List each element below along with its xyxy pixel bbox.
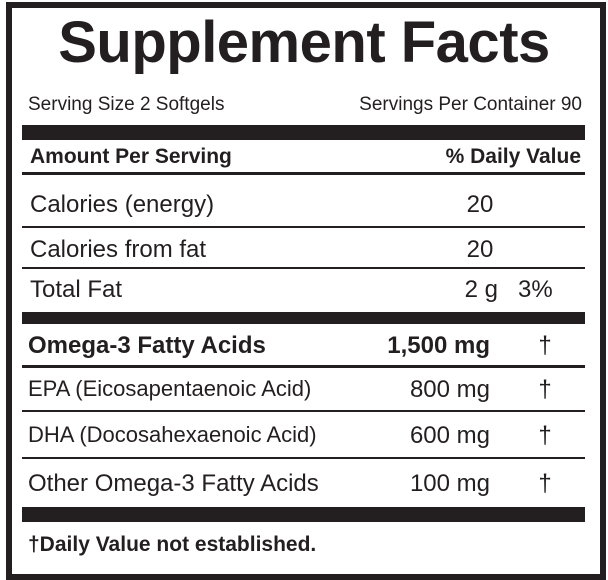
row-label: Calories (energy)	[30, 191, 215, 218]
row-label: Total Fat	[30, 276, 123, 303]
column-header: Amount Per Serving	[30, 145, 232, 168]
row-daily-value: †	[538, 376, 552, 403]
row-amount: 600 mg	[409, 422, 490, 449]
row-label: Calories from fat	[30, 236, 207, 263]
row-amount: 1,500 mg	[387, 332, 490, 359]
row-daily-value: †	[538, 470, 552, 497]
row-amount: 20	[466, 191, 494, 218]
column-header: % Daily Value	[445, 145, 581, 168]
label-border	[6, 2, 606, 580]
row-amount: 20	[466, 236, 494, 263]
row-daily-value: 3%	[518, 276, 553, 303]
rule	[22, 410, 585, 412]
row-daily-value: †	[538, 332, 552, 359]
row-label: Other Omega-3 Fatty Acids	[28, 470, 319, 497]
rule	[22, 172, 585, 175]
title: Supplement Facts	[58, 10, 550, 75]
row-daily-value: †	[538, 422, 552, 449]
row-amount: 100 mg	[409, 470, 490, 497]
row-amount: 800 mg	[409, 376, 490, 403]
serving-size: Serving Size 2 Softgels	[28, 94, 225, 115]
footnote: †Daily Value not established.	[28, 533, 317, 556]
servings-per-container: Servings Per Container 90	[359, 94, 582, 115]
row-label: DHA (Docosahexaenoic Acid)	[28, 422, 317, 447]
row-label: Omega-3 Fatty Acids	[28, 332, 266, 359]
row-label: EPA (Eicosapentaenoic Acid)	[28, 376, 312, 401]
rule	[22, 267, 585, 269]
rule	[22, 226, 585, 228]
rule	[22, 365, 585, 368]
thick-rule	[22, 125, 585, 140]
thick-rule	[22, 507, 585, 522]
row-amount: 2 g	[464, 276, 498, 303]
rule	[22, 457, 585, 459]
thick-rule	[22, 312, 585, 324]
